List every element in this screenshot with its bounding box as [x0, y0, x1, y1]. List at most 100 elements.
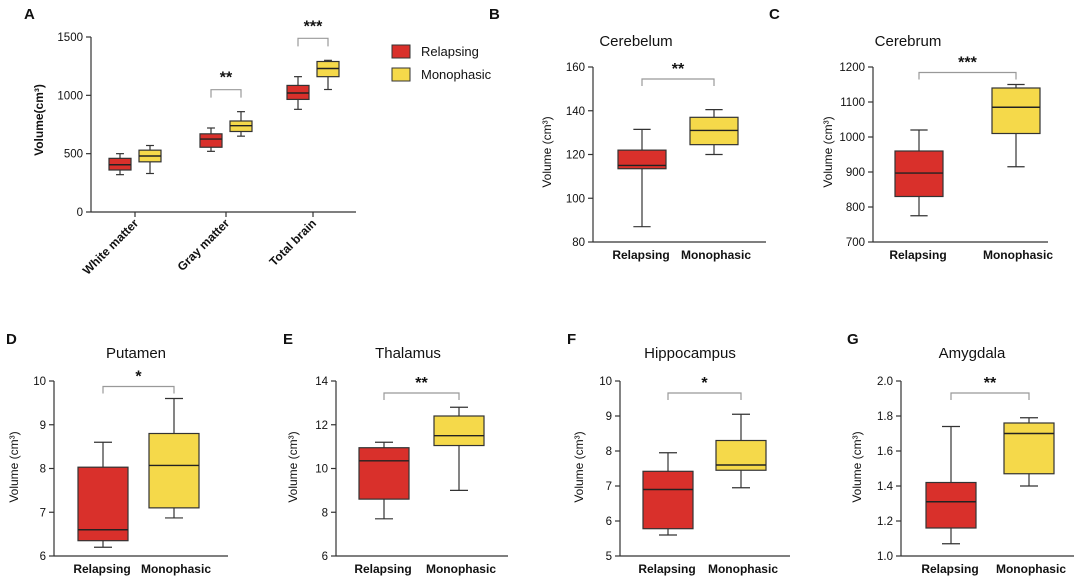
x-category-label: White matter [80, 216, 142, 278]
significance-label: ** [220, 70, 233, 87]
panel-b: B Cerebelum Volume (cm³) 80 100 120 140 … [489, 6, 766, 262]
x-categories: White matter Gray matter Total brain [80, 216, 319, 278]
y-tick-label: 900 [846, 167, 865, 179]
y-ticks: 5 6 7 8 9 10 [599, 376, 612, 563]
significance-bracket [918, 71, 1017, 80]
significance-label: * [135, 369, 142, 386]
panel-label: F [567, 331, 576, 348]
panel-f: F Hippocampus Volume (cm³) 5 6 7 8 9 10 … [567, 331, 790, 576]
panel-title: Thalamus [375, 345, 441, 362]
y-tick-label: 12 [315, 420, 328, 432]
x-category-label: Monophasic [141, 562, 211, 576]
y-axis-label: Volume (cm³) [572, 431, 586, 502]
significance-label: ** [415, 375, 428, 392]
y-tick-label: 700 [846, 237, 865, 249]
y-tick-label: 1100 [840, 97, 865, 109]
y-tick-label: 1000 [57, 90, 83, 102]
x-category-label: Relapsing [354, 562, 411, 576]
y-tick-label: 10 [599, 376, 612, 388]
y-tick-label: 120 [566, 150, 585, 162]
y-ticks: 700 800 900 1000 1100 1200 [839, 62, 865, 249]
x-category-label: Relapsing [921, 562, 978, 576]
y-tick-label: 1.6 [877, 446, 893, 458]
y-tick-label: 80 [572, 237, 585, 249]
y-tick-label: 9 [606, 411, 612, 423]
y-tick-label: 140 [566, 106, 585, 118]
y-tick-label: 8 [606, 446, 612, 458]
y-tick-label: 800 [846, 202, 865, 214]
y-axis-label: Volume(cm³) [32, 84, 46, 156]
panel-label: G [847, 331, 859, 348]
significance-bracket [210, 89, 242, 98]
y-tick-label: 9 [40, 420, 46, 432]
y-tick-label: 1.8 [877, 411, 893, 423]
legend-swatch-relapsing [391, 44, 411, 59]
panel-c: C Cerebrum Volume (cm³) 700 800 900 1000… [769, 6, 1053, 262]
significance-bracket [641, 78, 715, 86]
panel-title: Hippocampus [644, 345, 736, 362]
box-iqr [1003, 422, 1055, 475]
y-tick-label: 1200 [839, 62, 865, 74]
y-tick-label: 0 [77, 207, 83, 219]
y-ticks: 6 8 10 12 14 [315, 376, 328, 563]
y-tick-label: 1000 [839, 132, 865, 144]
x-category-label: Relapsing [889, 248, 946, 262]
x-category-label: Monophasic [708, 562, 778, 576]
y-tick-label: 7 [606, 481, 612, 493]
significance-labels: ** *** [220, 18, 323, 86]
panel-a: A Volume(cm³) 0 500 1000 1500 White matt… [24, 6, 492, 278]
panel-label: C [769, 6, 780, 23]
x-category-label: Monophasic [681, 248, 751, 262]
y-axis-label: Volume (cm³) [821, 116, 835, 187]
legend-label-relapsing: Relapsing [421, 44, 479, 59]
x-category-label: Relapsing [73, 562, 130, 576]
box-iqr [148, 432, 200, 509]
y-tick-label: 7 [40, 507, 46, 519]
y-tick-label: 160 [566, 62, 585, 74]
y-axis-label: Volume (cm³) [7, 431, 21, 502]
y-tick-label: 6 [606, 516, 612, 528]
y-ticks: 80 100 120 140 160 [566, 62, 585, 249]
y-tick-label: 10 [315, 464, 328, 476]
y-tick-label: 1.2 [877, 516, 893, 528]
panel-e: E Thalamus Volume (cm³) 6 8 10 12 14 Rel… [283, 331, 508, 576]
y-tick-label: 1500 [57, 32, 83, 44]
x-category-label: Monophasic [426, 562, 496, 576]
x-category-label: Gray matter [175, 216, 233, 274]
box-iqr [199, 133, 223, 148]
y-tick-label: 8 [40, 464, 46, 476]
significance-label: *** [304, 18, 323, 35]
box-iqr [715, 439, 767, 471]
y-tick-label: 1.4 [877, 481, 894, 493]
y-tick-label: 1.0 [877, 551, 893, 563]
y-tick-label: 6 [322, 551, 328, 563]
panel-label: E [283, 331, 293, 348]
significance-bracket [667, 392, 742, 400]
y-tick-label: 14 [315, 376, 328, 388]
x-category-label: Monophasic [996, 562, 1066, 576]
x-category-label: Relapsing [612, 248, 669, 262]
significance-bracket [102, 385, 175, 394]
panel-label: A [24, 6, 35, 23]
significance-label: ** [672, 61, 685, 78]
panel-label: B [489, 6, 500, 23]
significance-bracket [297, 37, 329, 47]
legend-swatch-monophasic [391, 67, 411, 82]
significance-label: * [701, 375, 708, 392]
y-tick-label: 500 [64, 149, 83, 161]
x-category-label: Relapsing [638, 562, 695, 576]
panel-title: Cerebelum [599, 33, 672, 50]
y-ticks: 1.0 1.2 1.4 1.6 1.8 2.0 [877, 376, 894, 563]
box-iqr [77, 466, 129, 542]
y-tick-label: 5 [606, 551, 612, 563]
box-iqr [617, 149, 667, 170]
legend-label-monophasic: Monophasic [421, 67, 492, 82]
y-ticks: 0 500 1000 1500 [57, 32, 83, 219]
box-iqr [642, 470, 694, 530]
y-axis-label: Volume (cm³) [850, 431, 864, 502]
y-ticks: 6 7 8 9 10 [33, 376, 46, 563]
x-category-label: Monophasic [983, 248, 1053, 262]
x-category-label: Total brain [266, 216, 319, 269]
panel-label: D [6, 331, 17, 348]
